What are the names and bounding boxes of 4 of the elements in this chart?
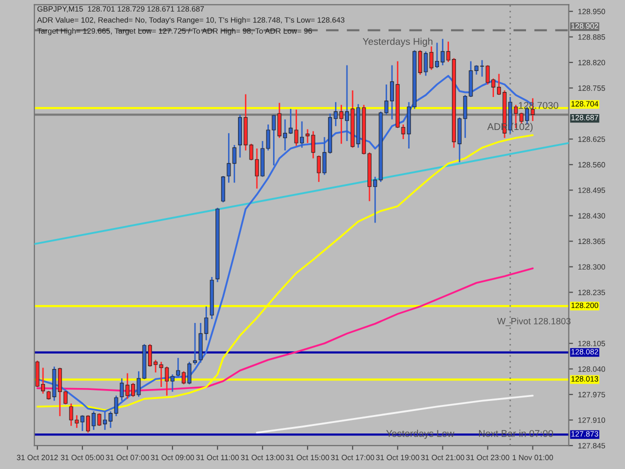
candlestick xyxy=(193,322,197,366)
annotation: Yesterdays High xyxy=(362,38,432,47)
candlestick xyxy=(69,402,74,427)
candlestick xyxy=(187,361,192,385)
